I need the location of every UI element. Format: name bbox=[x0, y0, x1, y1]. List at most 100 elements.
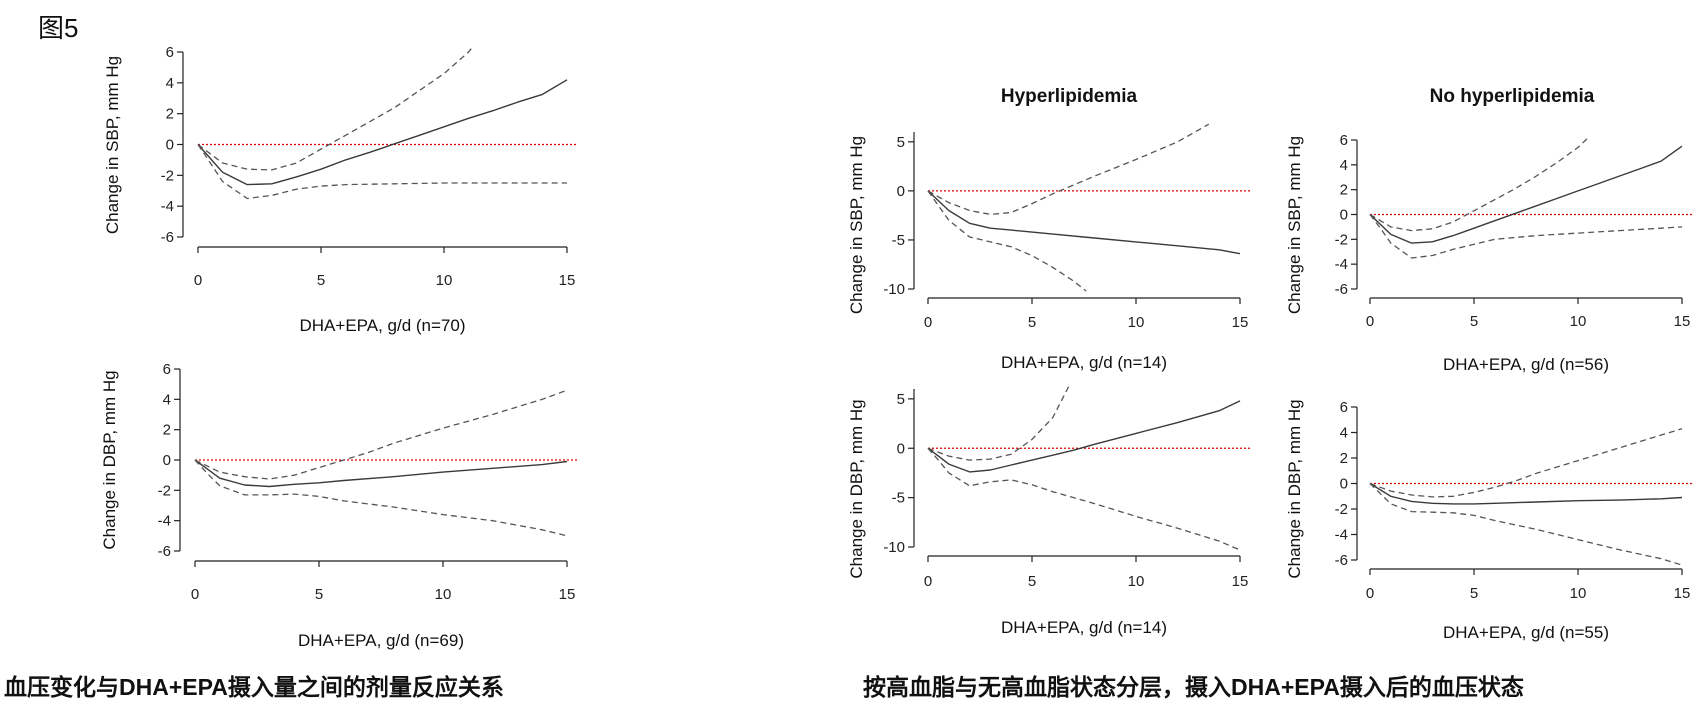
y-axis-label: Change in SBP, mm Hg bbox=[1285, 136, 1304, 314]
x-tick-label: 10 bbox=[436, 272, 453, 289]
x-tick-label: 0 bbox=[191, 586, 199, 603]
chart-title: Hyperlipidemia bbox=[1001, 86, 1138, 107]
y-tick-label: 5 bbox=[897, 134, 905, 151]
series-lower-line bbox=[194, 459, 568, 537]
series-estimate-line bbox=[1369, 482, 1683, 505]
x-tick-label: 15 bbox=[559, 272, 576, 289]
x-tick-label: 5 bbox=[1028, 314, 1036, 331]
x-tick-label: 0 bbox=[924, 573, 932, 590]
x-tick-label: 10 bbox=[1128, 573, 1145, 590]
series-lower-line bbox=[197, 144, 567, 200]
y-tick-label: 0 bbox=[897, 183, 905, 200]
y-tick-label: -6 bbox=[161, 229, 174, 246]
x-tick-label: 10 bbox=[1570, 313, 1587, 330]
series-upper-line bbox=[197, 45, 475, 171]
y-tick-label: 6 bbox=[1340, 399, 1348, 416]
y-tick-label: 6 bbox=[166, 44, 174, 61]
y-tick-label: -2 bbox=[158, 482, 171, 499]
y-axis-label: Change in SBP, mm Hg bbox=[103, 56, 122, 234]
series-estimate-line bbox=[1369, 145, 1683, 244]
caption-right: 按高血脂与无高血脂状态分层，摄入DHA+EPA摄入后的血压状态 bbox=[863, 674, 1524, 700]
series-lower-line bbox=[927, 447, 1241, 551]
x-tick-label: 15 bbox=[1232, 573, 1249, 590]
x-tick-label: 5 bbox=[317, 272, 325, 289]
y-axis-label: Change in DBP, mm Hg bbox=[1285, 399, 1304, 578]
y-tick-label: -6 bbox=[1335, 281, 1348, 298]
y-tick-label: 0 bbox=[1340, 476, 1348, 493]
x-axis-label: DHA+EPA, g/d (n=14) bbox=[1001, 618, 1167, 637]
x-tick-label: 15 bbox=[559, 586, 576, 603]
series-estimate-line bbox=[194, 459, 568, 488]
chart-sbp-nohyper: No hyperlipidemia -6 -4 -2 0 2 4 6 0 5 10 15 DHA+EPA… bbox=[1285, 86, 1692, 374]
x-axis-label: DHA+EPA, g/d (n=55) bbox=[1443, 623, 1609, 642]
y-tick-label: 5 bbox=[897, 391, 905, 408]
y-tick-label: -6 bbox=[158, 543, 171, 560]
y-tick-label: -4 bbox=[1335, 527, 1348, 544]
caption-left: 血压变化与DHA+EPA摄入量之间的剂量反应关系 bbox=[4, 674, 504, 700]
y-tick-label: 2 bbox=[166, 106, 174, 123]
series-upper-line bbox=[1369, 428, 1683, 498]
x-axis-label: DHA+EPA, g/d (n=70) bbox=[300, 316, 466, 335]
chart-dbp-nohyper: -6 -4 -2 0 2 4 6 0 5 10 15 DHA+EPA, g/d (n=55) Chang… bbox=[1285, 399, 1692, 642]
y-tick-label: -10 bbox=[883, 539, 905, 556]
y-axis-label: Change in SBP, mm Hg bbox=[847, 136, 866, 314]
x-tick-label: 5 bbox=[1470, 585, 1478, 602]
y-tick-label: -2 bbox=[1335, 501, 1348, 518]
y-tick-label: 4 bbox=[1340, 425, 1348, 442]
y-tick-label: -10 bbox=[883, 281, 905, 298]
x-axis-label: DHA+EPA, g/d (n=69) bbox=[298, 631, 464, 650]
series-estimate-line bbox=[927, 190, 1241, 255]
x-tick-label: 5 bbox=[1470, 313, 1478, 330]
chart-dbp-hyper: -10 -5 0 5 0 5 10 15 DHA+EPA, g/d (n=14) Change i… bbox=[847, 384, 1250, 637]
y-axis-label: Change in DBP, mm Hg bbox=[847, 399, 866, 578]
y-tick-label: 2 bbox=[163, 422, 171, 439]
x-tick-label: 15 bbox=[1674, 585, 1691, 602]
y-tick-label: -4 bbox=[1335, 256, 1348, 273]
y-tick-label: -4 bbox=[158, 513, 171, 530]
x-tick-label: 10 bbox=[1570, 585, 1587, 602]
y-tick-label: 4 bbox=[163, 391, 171, 408]
x-tick-label: 0 bbox=[1366, 585, 1374, 602]
x-tick-label: 10 bbox=[1128, 314, 1145, 331]
x-tick-label: 5 bbox=[1028, 573, 1036, 590]
y-tick-label: -6 bbox=[1335, 552, 1348, 569]
x-tick-label: 15 bbox=[1674, 313, 1691, 330]
chart-sbp-all: -6 -4 -2 0 2 4 6 0 5 10 15 DHA+EPA, g/d (n=70) Chang… bbox=[103, 44, 577, 335]
series-upper-line bbox=[194, 389, 568, 480]
chart-title: No hyperlipidemia bbox=[1430, 86, 1595, 107]
y-tick-label: -4 bbox=[161, 198, 174, 215]
y-tick-label: 2 bbox=[1340, 182, 1348, 199]
y-tick-label: 6 bbox=[163, 361, 171, 378]
y-tick-label: 6 bbox=[1340, 132, 1348, 149]
x-tick-label: 15 bbox=[1232, 314, 1249, 331]
chart-dbp-all: -6 -4 -2 0 2 4 6 0 5 10 15 DHA+EPA, g/d (n=69) Chang… bbox=[100, 361, 577, 650]
series-estimate-line bbox=[197, 79, 568, 186]
y-tick-label: -5 bbox=[892, 232, 905, 249]
series-estimate-line bbox=[927, 400, 1241, 473]
series-upper-line bbox=[927, 384, 1070, 461]
y-tick-label: -5 bbox=[892, 490, 905, 507]
y-axis-label: Change in DBP, mm Hg bbox=[100, 370, 119, 549]
x-axis-label: DHA+EPA, g/d (n=14) bbox=[1001, 353, 1167, 372]
series-lower-line bbox=[1369, 483, 1683, 566]
x-tick-label: 0 bbox=[194, 272, 202, 289]
y-tick-label: -2 bbox=[161, 167, 174, 184]
y-tick-label: 0 bbox=[1340, 207, 1348, 224]
x-axis-label: DHA+EPA, g/d (n=56) bbox=[1443, 355, 1609, 374]
series-upper-line bbox=[927, 123, 1210, 216]
figure-label: 图5 bbox=[38, 13, 79, 43]
y-tick-label: 4 bbox=[1340, 157, 1348, 174]
y-tick-label: 0 bbox=[897, 440, 905, 457]
y-tick-label: 0 bbox=[166, 137, 174, 154]
series-lower-line bbox=[927, 190, 1087, 292]
series-lower-line bbox=[1369, 214, 1683, 259]
chart-sbp-hyper: Hyperlipidemia -10 -5 0 5 0 5 10 15 DHA+EPA, g/d … bbox=[847, 86, 1250, 372]
series-upper-line bbox=[1369, 137, 1589, 232]
y-tick-label: 0 bbox=[163, 452, 171, 469]
x-tick-label: 5 bbox=[315, 586, 323, 603]
y-tick-label: 2 bbox=[1340, 450, 1348, 467]
x-tick-label: 0 bbox=[1366, 313, 1374, 330]
y-tick-label: -2 bbox=[1335, 231, 1348, 248]
x-tick-label: 10 bbox=[435, 586, 452, 603]
